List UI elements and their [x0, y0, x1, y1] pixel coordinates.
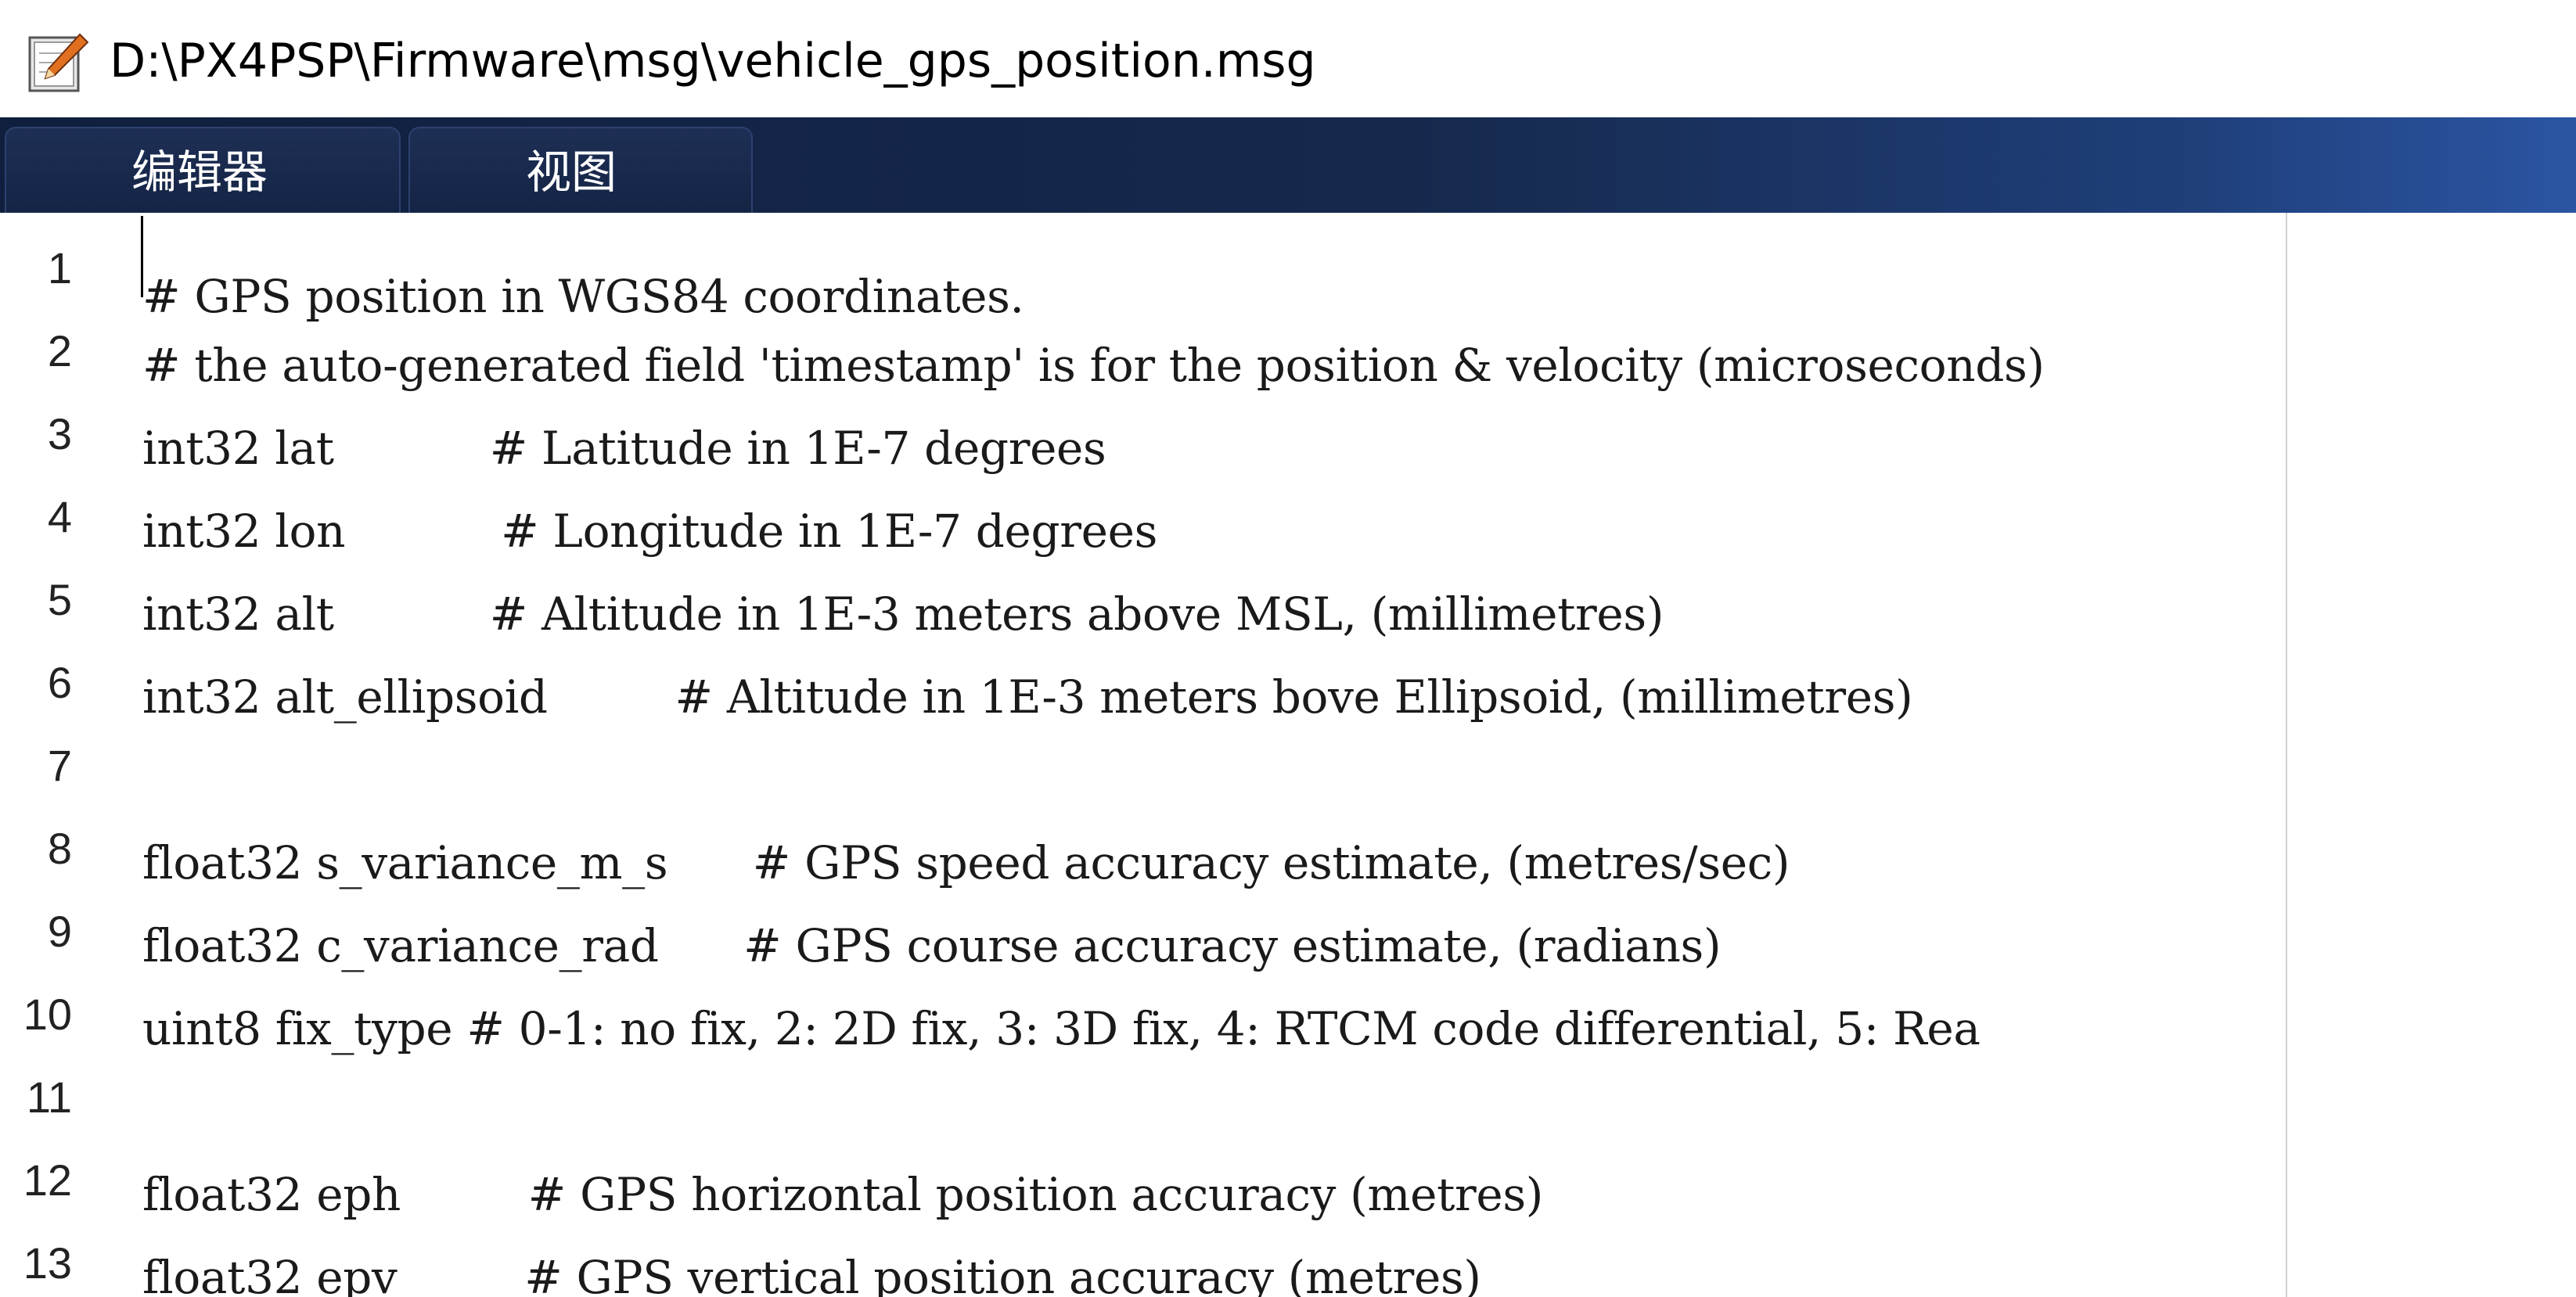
code-text: # the auto-generated field 'timestamp' i…	[142, 339, 2045, 392]
line-number: 6	[47, 658, 72, 707]
code-line: 7	[0, 710, 2576, 793]
code-line: 4 int32 lon # Longitude in 1E-7 degrees	[0, 462, 2576, 558]
code-line: 5 int32 alt # Altitude in 1E-3 meters ab…	[0, 544, 2576, 641]
code-line: 2 # the auto-generated field 'timestamp'…	[0, 296, 2576, 392]
tab-view-label: 视图	[526, 146, 617, 199]
tab-view[interactable]: 视图	[408, 127, 753, 213]
edit-document-icon	[28, 33, 89, 92]
line-number: 7	[47, 741, 72, 790]
code-text: float32 epv # GPS vertical position accu…	[142, 1251, 1481, 1297]
code-text: float32 s_variance_m_s # GPS speed accur…	[142, 836, 1790, 889]
line-number: 9	[47, 907, 72, 956]
code-text: int32 alt # Altitude in 1E-3 meters abov…	[142, 587, 1664, 641]
line-number: 8	[47, 824, 72, 873]
tab-bar: 编辑器 视图	[0, 117, 2576, 213]
code-line: 8 float32 s_variance_m_s # GPS speed acc…	[0, 793, 2576, 889]
line-number: 12	[23, 1155, 72, 1205]
code-text: int32 alt_ellipsoid # Altitude in 1E-3 m…	[142, 670, 1913, 724]
code-line: 1 # GPS position in WGS84 coordinates.	[0, 213, 2576, 323]
code-line: 6 int32 alt_ellipsoid # Altitude in 1E-3…	[0, 627, 2576, 724]
tab-editor[interactable]: 编辑器	[5, 127, 401, 213]
tab-editor-label: 编辑器	[131, 146, 268, 199]
right-margin-guide	[2286, 213, 2287, 1297]
code-line: 10 uint8 fix_type # 0-1: no fix, 2: 2D f…	[0, 959, 2576, 1055]
code-line: 11	[0, 1042, 2576, 1125]
code-line: 3 int32 lat # Latitude in 1E-7 degrees	[0, 379, 2576, 475]
code-line: 13 float32 epv # GPS vertical position a…	[0, 1208, 2576, 1297]
line-number: 13	[23, 1238, 72, 1288]
code-text: float32 c_variance_rad # GPS course accu…	[142, 919, 1722, 972]
window-title: D:\PX4PSP\Firmware\msg\vehicle_gps_posit…	[110, 34, 1316, 88]
text-caret	[141, 216, 143, 297]
code-text: # GPS position in WGS84 coordinates.	[142, 270, 1024, 323]
line-number: 11	[26, 1072, 72, 1122]
line-number: 2	[47, 326, 72, 375]
line-number: 4	[47, 492, 72, 541]
code-text: uint8 fix_type # 0-1: no fix, 2: 2D fix,…	[142, 1002, 1981, 1055]
title-bar: D:\PX4PSP\Firmware\msg\vehicle_gps_posit…	[0, 0, 2576, 117]
code-text: float32 eph # GPS horizontal position ac…	[142, 1168, 1544, 1221]
line-number: 5	[47, 575, 72, 624]
code-text: int32 lon # Longitude in 1E-7 degrees	[142, 505, 1157, 558]
line-number: 3	[47, 409, 72, 458]
code-text: int32 lat # Latitude in 1E-7 degrees	[142, 422, 1106, 475]
code-line: 12 float32 eph # GPS horizontal position…	[0, 1125, 2576, 1221]
line-number: 10	[23, 990, 72, 1039]
line-number: 1	[47, 243, 72, 293]
code-editor[interactable]: 1 # GPS position in WGS84 coordinates. 2…	[0, 213, 2576, 1297]
code-line: 9 float32 c_variance_rad # GPS course ac…	[0, 876, 2576, 972]
